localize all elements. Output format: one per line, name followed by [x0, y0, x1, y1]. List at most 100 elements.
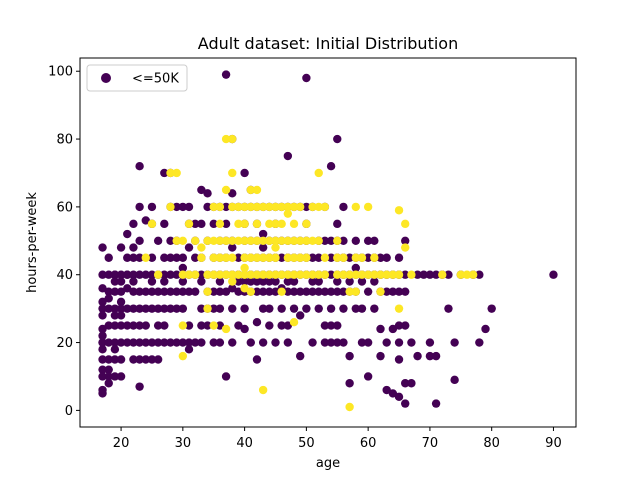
- data-point: [351, 304, 360, 313]
- data-point: [172, 236, 181, 245]
- data-point: [271, 202, 280, 212]
- data-point: [135, 304, 144, 313]
- data-point: [357, 277, 367, 286]
- data-point: [388, 287, 398, 296]
- data-point: [468, 270, 478, 279]
- data-point: [320, 338, 330, 347]
- data-point: [351, 236, 360, 245]
- data-point: [116, 270, 126, 279]
- data-point: [172, 253, 181, 262]
- data-point: [203, 189, 212, 198]
- data-point: [425, 338, 435, 347]
- data-point: [197, 338, 206, 347]
- data-point: [160, 168, 169, 178]
- data-point: [345, 287, 354, 296]
- data-point: [382, 253, 391, 262]
- data-point: [363, 202, 373, 212]
- data-point: [258, 202, 268, 212]
- data-point: [271, 287, 280, 296]
- data-point: [153, 304, 163, 313]
- data-point: [110, 321, 120, 330]
- data-point: [345, 379, 354, 388]
- data-point: [425, 270, 435, 279]
- data-point: [104, 379, 113, 388]
- data-point: [116, 243, 126, 252]
- data-point: [147, 287, 157, 296]
- data-point: [308, 287, 317, 296]
- data-point: [401, 236, 410, 245]
- data-point: [104, 338, 113, 347]
- data-point: [258, 277, 268, 286]
- data-point: [215, 277, 225, 286]
- data-point: [326, 304, 336, 313]
- data-point: [116, 297, 126, 307]
- data-point: [191, 219, 200, 229]
- y-tick-label: 80: [56, 133, 73, 148]
- data-point: [123, 304, 132, 313]
- data-point: [141, 270, 150, 279]
- data-point: [240, 277, 249, 286]
- data-point: [141, 253, 150, 262]
- data-point: [178, 277, 188, 286]
- data-point: [258, 253, 268, 262]
- data-point: [252, 253, 262, 262]
- data-point: [240, 236, 249, 245]
- y-axis-label: hours-per-week: [25, 192, 40, 293]
- data-point: [98, 304, 107, 313]
- data-point: [302, 287, 311, 296]
- data-point: [166, 287, 175, 296]
- data-point: [184, 243, 194, 252]
- data-point: [246, 338, 255, 347]
- data-point: [228, 243, 237, 252]
- data-point: [456, 270, 465, 279]
- data-point: [209, 304, 218, 313]
- data-point: [147, 270, 157, 279]
- data-point: [252, 236, 262, 245]
- data-point: [209, 321, 218, 330]
- data-point: [296, 253, 305, 262]
- data-point: [283, 287, 293, 296]
- data-point: [258, 229, 268, 239]
- data-point: [382, 270, 391, 279]
- data-point: [246, 236, 255, 245]
- x-axis-ticks: 20 30 40 50 60 70 80 90: [113, 427, 562, 451]
- data-point: [234, 236, 243, 245]
- data-point: [462, 270, 472, 279]
- data-point: [277, 321, 286, 330]
- data-point: [333, 270, 342, 279]
- data-point: [296, 287, 305, 296]
- data-point: [98, 270, 107, 279]
- data-point: [271, 219, 280, 229]
- data-point: [271, 253, 280, 262]
- data-point: [104, 287, 113, 296]
- data-point: [147, 338, 157, 347]
- data-point: [240, 168, 249, 178]
- data-point: [246, 270, 255, 279]
- data-point: [308, 253, 317, 262]
- data-point: [228, 253, 237, 262]
- data-point: [228, 277, 237, 286]
- data-point: [147, 277, 157, 286]
- data-point: [123, 270, 132, 279]
- data-point: [178, 270, 188, 279]
- data-point: [283, 236, 293, 245]
- data-point: [252, 270, 262, 279]
- data-point: [283, 270, 293, 279]
- data-point: [401, 243, 410, 252]
- data-point: [258, 287, 268, 296]
- data-point: [450, 375, 459, 385]
- data-point: [444, 304, 453, 313]
- data-point: [110, 345, 120, 354]
- data-point: [258, 270, 268, 279]
- data-point: [123, 229, 132, 239]
- data-point: [265, 219, 274, 229]
- data-point: [221, 70, 231, 79]
- data-point: [320, 253, 330, 262]
- data-point: [326, 287, 336, 296]
- x-tick-label: 80: [483, 436, 500, 451]
- data-point: [147, 253, 157, 262]
- data-point: [98, 331, 107, 340]
- data-point: [104, 304, 113, 313]
- data-point: [289, 270, 299, 279]
- data-point: [302, 253, 311, 262]
